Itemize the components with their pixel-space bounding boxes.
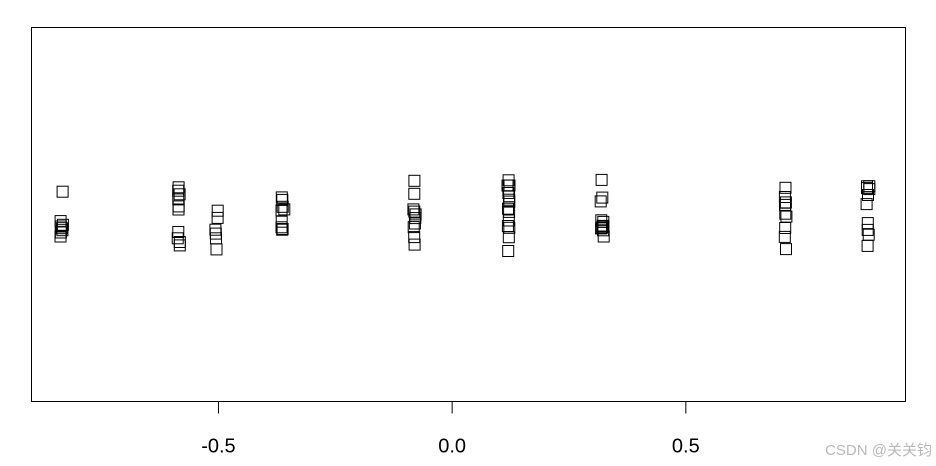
data-point: [209, 227, 222, 240]
data-point: [778, 230, 791, 243]
data-point: [408, 174, 421, 187]
data-point: [597, 220, 610, 233]
data-point: [211, 211, 224, 224]
data-point: [594, 195, 607, 208]
data-point: [863, 180, 876, 193]
data-point: [172, 181, 185, 194]
data-point: [408, 231, 421, 244]
data-point: [56, 185, 69, 198]
data-point: [408, 205, 421, 218]
data-point: [860, 198, 873, 211]
data-point: [503, 190, 516, 203]
data-point: [861, 223, 874, 236]
data-point: [503, 205, 516, 218]
data-point: [409, 208, 422, 221]
data-point: [210, 232, 222, 245]
data-point: [502, 202, 514, 215]
data-point: [209, 223, 222, 236]
data-point: [596, 221, 609, 234]
data-point: [502, 187, 515, 199]
data-point: [407, 221, 420, 234]
data-point: [408, 238, 421, 251]
data-point: [211, 204, 224, 217]
data-point: [779, 207, 792, 220]
plot-frame: [31, 27, 906, 402]
data-point: [54, 230, 67, 243]
data-point: [171, 232, 184, 245]
data-point: [275, 221, 288, 234]
data-point: [56, 224, 69, 237]
data-point: [172, 200, 185, 213]
data-point: [276, 200, 289, 213]
data-point: [173, 239, 186, 252]
watermark: CSDN @关关钧: [825, 442, 932, 459]
x-axis: -0.5 0.0 0.5: [201, 401, 700, 458]
data-point: [54, 215, 67, 228]
data-point: [276, 223, 289, 236]
data-point: [172, 193, 185, 206]
x-tick-label: -0.5: [201, 436, 235, 458]
data-point: [502, 231, 515, 244]
data-point: [596, 191, 609, 204]
data-point: [862, 189, 874, 201]
data-point: [502, 214, 515, 227]
data-point: [408, 217, 421, 230]
data-point: [408, 187, 421, 200]
data-point: [595, 214, 608, 227]
data-point: [862, 228, 875, 241]
data-point: [172, 203, 185, 216]
data-point: [861, 182, 873, 195]
x-tick-label: 0.5: [672, 436, 700, 458]
data-points: [54, 173, 876, 257]
data-point: [780, 243, 792, 256]
data-point: [276, 193, 289, 206]
data-point: [595, 222, 608, 235]
data-point: [172, 184, 185, 197]
data-point: [210, 243, 223, 256]
data-point: [779, 198, 791, 211]
data-point: [172, 226, 185, 238]
data-point: [780, 210, 793, 223]
data-point: [861, 217, 874, 230]
x-tick-label: 0.0: [438, 436, 466, 458]
data-point: [275, 204, 288, 217]
data-point: [595, 173, 608, 186]
data-point: [778, 191, 791, 203]
data-point: [861, 239, 874, 252]
data-point: [502, 245, 515, 257]
data-point: [278, 203, 291, 216]
data-point: [503, 221, 516, 234]
data-point: [779, 181, 792, 194]
